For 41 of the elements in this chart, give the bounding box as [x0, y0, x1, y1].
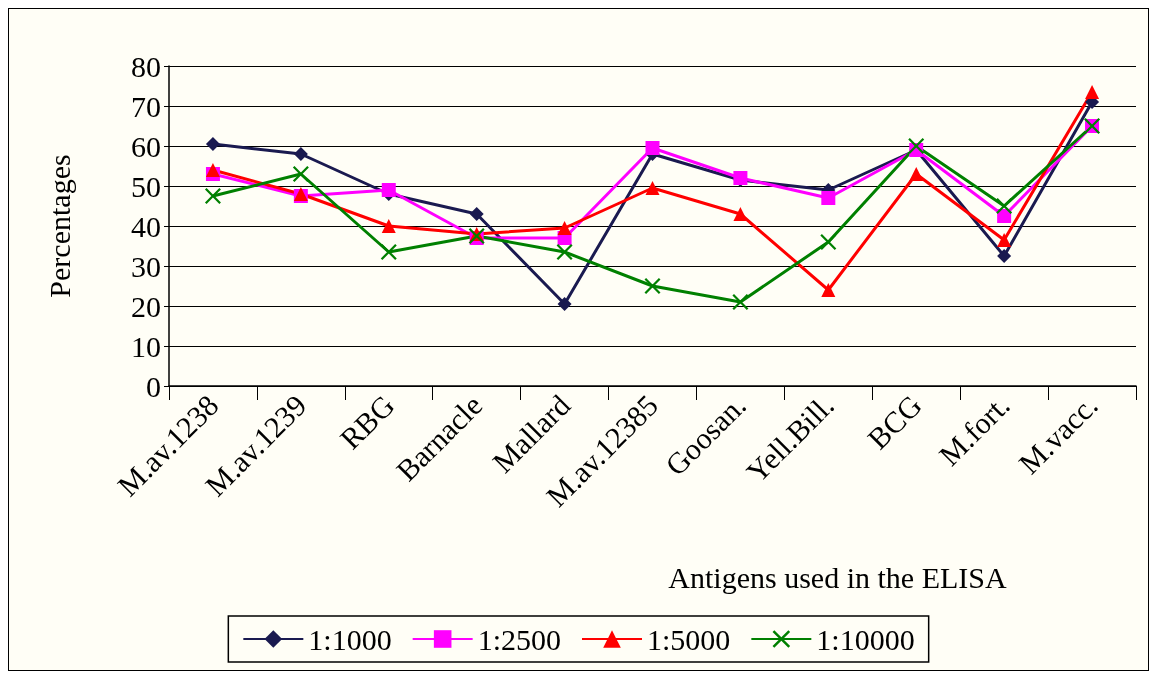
y-tick-label: 0 — [146, 369, 161, 403]
y-tick-label: 10 — [131, 329, 161, 363]
point — [732, 294, 749, 310]
point — [469, 207, 484, 221]
point — [557, 221, 572, 235]
point — [204, 188, 221, 204]
point — [997, 249, 1012, 263]
x-axis-title: Antigens used in the ELISA — [668, 560, 1007, 594]
y-tick-label: 80 — [131, 49, 161, 83]
point — [293, 147, 308, 161]
legend-label: 1:5000 — [647, 622, 731, 656]
point — [644, 278, 661, 294]
point — [996, 198, 1013, 214]
point — [997, 233, 1012, 247]
point — [908, 138, 925, 154]
legend-label: 1:1000 — [308, 622, 392, 656]
point — [821, 283, 836, 297]
point — [909, 167, 924, 181]
y-tick-label: 30 — [131, 249, 161, 283]
point — [205, 137, 220, 151]
point — [556, 244, 573, 260]
y-axis-title: Percentages — [42, 154, 76, 298]
y-tick-label: 20 — [131, 289, 161, 323]
point — [821, 191, 836, 205]
legend-label: 1:10000 — [816, 622, 915, 656]
point — [557, 297, 572, 311]
point — [645, 181, 660, 195]
point — [820, 234, 837, 250]
y-tick-label: 50 — [131, 169, 161, 203]
point — [205, 163, 220, 177]
y-tick-label: 40 — [131, 209, 161, 243]
point — [645, 141, 660, 155]
point — [733, 207, 748, 221]
y-tick-label: 70 — [131, 89, 161, 123]
point — [380, 244, 397, 260]
point — [381, 219, 396, 233]
point — [292, 166, 309, 182]
legend-label: 1:2500 — [477, 622, 562, 656]
y-tick-label: 60 — [131, 129, 161, 163]
point — [381, 183, 396, 197]
point — [1085, 85, 1100, 99]
